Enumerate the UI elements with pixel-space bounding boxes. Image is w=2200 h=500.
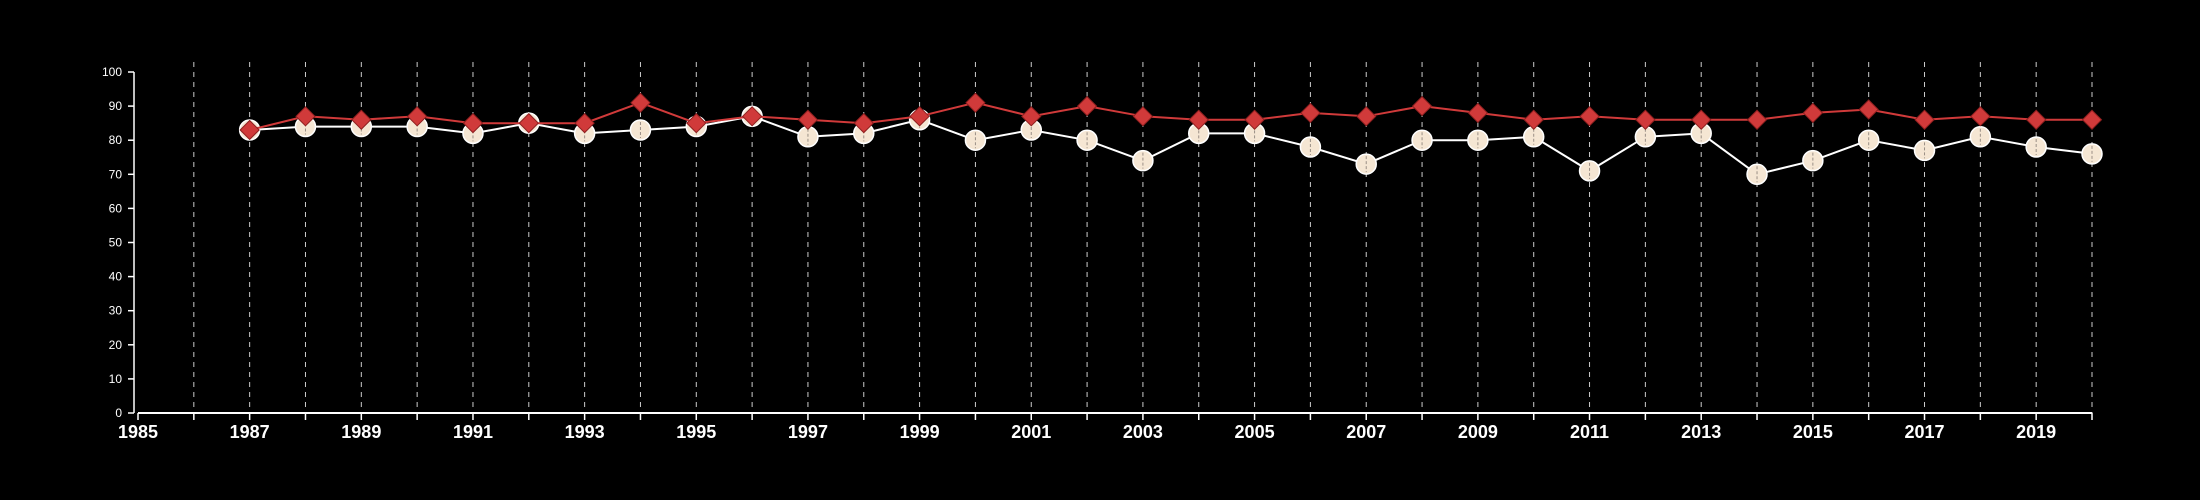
- data-point-diamond: [295, 106, 316, 127]
- x-tick-label: 1987: [230, 422, 270, 442]
- data-point-diamond: [1021, 106, 1042, 127]
- data-point-diamond: [853, 112, 874, 134]
- x-tick-label: 1989: [341, 422, 381, 442]
- data-point-diamond: [1411, 95, 1433, 117]
- series-line-diamond: [249, 101, 2092, 131]
- x-tick-label: 2007: [1346, 422, 1386, 442]
- vertical-grid: [193, 62, 2093, 413]
- series: [238, 92, 2103, 186]
- data-point-diamond: [406, 106, 428, 127]
- x-tick-label: 2003: [1123, 422, 1163, 442]
- data-point-diamond: [1970, 106, 1991, 127]
- data-point-diamond: [1746, 109, 1768, 130]
- data-point-diamond: [1579, 106, 1600, 127]
- data-point-diamond: [1132, 106, 1154, 127]
- data-point-diamond: [1356, 106, 1377, 127]
- x-tick-label: 2019: [2016, 422, 2056, 442]
- data-point-diamond: [2081, 109, 2103, 130]
- data-point-diamond: [1523, 109, 1544, 130]
- data-point-diamond: [965, 92, 986, 113]
- data-point-diamond: [1914, 109, 1935, 130]
- data-point-diamond: [1300, 102, 1321, 124]
- y-tick-label: 70: [109, 167, 123, 181]
- data-point-diamond: [574, 112, 595, 134]
- data-point-diamond: [630, 92, 651, 113]
- x-ticks: 1985 1987 1989 1991 1993 1995 1997 1999 2001 2003…: [118, 413, 2093, 442]
- x-tick-label: 1993: [565, 422, 605, 442]
- data-point-diamond: [518, 112, 540, 134]
- data-point-diamond: [1690, 109, 1712, 130]
- data-point-diamond: [909, 106, 930, 127]
- data-point-diamond: [741, 106, 763, 127]
- data-point-diamond: [1635, 109, 1656, 130]
- data-point-diamond: [1802, 102, 1824, 124]
- data-point-diamond: [1076, 95, 1098, 117]
- x-tick-label: 1985: [118, 422, 158, 442]
- y-tick-label: 20: [109, 338, 123, 352]
- x-tick-label: 2001: [1011, 422, 1051, 442]
- y-tick-label: 10: [109, 372, 123, 386]
- y-tick-label: 90: [109, 99, 123, 113]
- x-tick-label: 1997: [788, 422, 828, 442]
- x-tick-label: 1995: [676, 422, 716, 442]
- y-tick-label: 40: [109, 270, 123, 284]
- y-tick-label: 100: [102, 65, 122, 79]
- y-tick-label: 80: [109, 133, 123, 147]
- x-tick-label: 2013: [1681, 422, 1721, 442]
- data-point-diamond: [239, 119, 260, 141]
- data-point-diamond: [686, 112, 707, 134]
- data-point-diamond: [1188, 109, 1209, 130]
- axes: [133, 72, 2092, 414]
- y-ticks: 0 10 20 30 40 50 60 70 80 90 100: [102, 65, 134, 420]
- y-tick-label: 30: [109, 304, 123, 318]
- x-tick-label: 2015: [1793, 422, 1833, 442]
- x-tick-label: 2011: [1570, 422, 1609, 442]
- x-tick-label: 2017: [1904, 422, 1944, 442]
- x-tick-label: 1991: [453, 422, 493, 442]
- data-point-diamond: [2025, 109, 2047, 130]
- y-tick-label: 60: [109, 201, 123, 215]
- data-point-diamond: [351, 109, 372, 130]
- data-point-diamond: [797, 109, 819, 130]
- data-point-diamond: [462, 112, 484, 134]
- y-tick-label: 50: [109, 236, 123, 250]
- series-line-circle: [249, 115, 2093, 176]
- x-tick-label: 2005: [1235, 422, 1275, 442]
- x-tick-label: 2009: [1458, 422, 1498, 442]
- data-point-diamond: [1858, 99, 1879, 120]
- data-point-diamond: [1467, 102, 1489, 124]
- x-tick-label: 1999: [900, 422, 940, 442]
- data-point-diamond: [1244, 109, 1265, 130]
- y-tick-label: 0: [115, 406, 122, 420]
